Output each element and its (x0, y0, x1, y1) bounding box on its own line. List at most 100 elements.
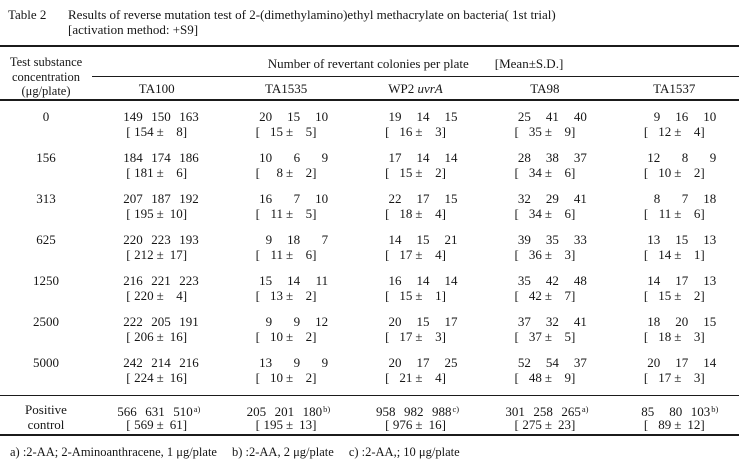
mean-value: 181 (134, 165, 154, 180)
mean-sd-line: [220 ±4] (92, 288, 221, 303)
table-row: 625 220 223 193[212 ±17] 9 18 7[11 ±6] 14 15 21[17 ±… (0, 224, 739, 265)
plate-counts: 20 17 25 (351, 355, 480, 370)
plate-count-value: 9 (293, 314, 301, 329)
table-row: 5000 242 214 216[224 ±16] 13 9 9[10 ±2] 20 17 25[21… (0, 347, 739, 388)
colony-count-cell: 242 214 216[224 ±16] (92, 355, 221, 388)
sd-value: 6 (305, 247, 313, 262)
mean-value: 10 (270, 329, 284, 344)
colony-count-cell: 9 16 10[12 ±4] (610, 109, 739, 142)
bracket-open: [ (255, 165, 261, 180)
bracket-close: ] (570, 124, 576, 139)
plate-count-value: 29 (545, 191, 559, 206)
bracket-close: ] (700, 124, 705, 139)
bracket-close: ] (570, 417, 576, 432)
plate-count-value: 9 (293, 355, 301, 370)
bracket-open: [ (255, 417, 261, 432)
bracket-open: [ (385, 247, 390, 262)
plate-count-value: 9 (709, 150, 717, 165)
dose-label: 313 (36, 191, 56, 206)
mean-sd-line: [18 ±3] (610, 329, 739, 344)
plus-minus: ± (544, 206, 552, 221)
bracket-close: ] (182, 370, 188, 385)
plate-counts: 242 214 216 (92, 355, 221, 370)
stub-header-line1: Test substance (9, 55, 83, 69)
bracket-open: [ (385, 329, 390, 344)
colony-count-cell: 149 150 163[154 ±8] (92, 109, 221, 142)
bracket-open: [ (385, 124, 390, 139)
mean-sd-line: [195 ±10] (92, 206, 221, 221)
plate-counts: 9 18 7 (221, 232, 350, 247)
bracket-open: [ (255, 247, 261, 262)
bracket-open: [ (643, 247, 649, 262)
bracket-close: ] (570, 247, 576, 262)
plate-count-value: 193 (179, 232, 199, 247)
sd-value: 4 (435, 370, 442, 385)
mean-sd-line: [10 ±2] (221, 329, 350, 344)
table-row: 2500 222 205 191[206 ±16] 9 9 12[10 ±2] 20 15 17[17… (0, 306, 739, 347)
bracket-open: [ (643, 288, 649, 303)
plate-count-value: 12 (315, 314, 329, 329)
plate-count-value: 14 (444, 150, 458, 165)
dose-label: 1250 (33, 273, 59, 288)
strain-header-row: TA100 TA1535 WP2 uvrA TA98 TA1537 (92, 77, 739, 99)
sd-value: 12 (687, 417, 701, 432)
plus-minus: ± (286, 165, 294, 180)
plate-counts: 16 7 10 (221, 191, 350, 206)
plate-count-value: 41 (573, 191, 587, 206)
colony-count-cell: 14 15 21[17 ±4] (351, 232, 480, 265)
bracket-open: [ (385, 288, 390, 303)
plate-count-value: 149 (123, 109, 143, 124)
colony-count-cell: 20 17 14[17 ±3] (610, 355, 739, 388)
footnote-marker: c) (452, 404, 460, 414)
stub-header-line3: (μg/plate) (21, 84, 71, 98)
dose-label: 0 (42, 109, 50, 124)
plus-minus: ± (156, 247, 164, 262)
sd-value: 2 (693, 165, 701, 180)
mean-value: 11 (270, 206, 284, 221)
plate-counts: 15 14 11 (221, 273, 350, 288)
dose-label: 625 (36, 232, 56, 247)
table-caption-line2: [activation method: +S9] (68, 22, 199, 37)
mean-sd-line: [42 ±7] (480, 288, 609, 303)
plate-counts: 52 54 37 (480, 355, 609, 370)
plate-counts: 205 201 180b) (221, 402, 350, 419)
bracket-open: [ (514, 329, 519, 344)
sd-value: 3 (435, 329, 442, 344)
colony-count-cell: 85 80 103b) [89 ±12] (610, 402, 739, 434)
plate-count-value: 19 (388, 109, 402, 124)
colony-count-cell: 222 205 191[206 ±16] (92, 314, 221, 347)
plate-count-value: 12 (647, 150, 661, 165)
plus-minus: ± (544, 417, 552, 432)
plate-count-value: 40 (573, 109, 587, 124)
bracket-open: [ (126, 288, 131, 303)
plate-count-value: 41 (545, 109, 559, 124)
mean-value: 16 (399, 124, 413, 139)
mean-sd-line: [15 ±2] (351, 165, 480, 180)
sd-value: 2 (693, 288, 701, 303)
plate-count-value: 11 (315, 273, 329, 288)
mean-value: 18 (399, 206, 413, 221)
sd-value: 1 (693, 247, 701, 262)
colony-count-cell: 13 9 9[10 ±2] (221, 355, 350, 388)
bracket-close: ] (570, 206, 576, 221)
sd-value: 5 (564, 329, 571, 344)
mean-sd-line: [14 ±1] (610, 247, 739, 262)
plate-count-value: 7 (293, 191, 301, 206)
mean-sd-line: [48 ±9] (480, 370, 609, 385)
bracket-close: ] (570, 288, 576, 303)
dose-cell: 625 (0, 232, 92, 265)
plate-count-value: 15 (703, 314, 717, 329)
plate-counts: 19 14 15 (351, 109, 480, 124)
bracket-open: [ (643, 329, 649, 344)
plate-count-value: 25 (517, 109, 531, 124)
plate-count-value: 223 (151, 232, 171, 247)
plus-minus: ± (544, 370, 552, 385)
colony-count-cell: 19 14 15[16 ±3] (351, 109, 480, 142)
bracket-open: [ (385, 165, 390, 180)
plate-count-value: 20 (647, 355, 661, 370)
bracket-close: ] (312, 124, 317, 139)
plate-count-value: 14 (416, 109, 430, 124)
mean-sd-line: [11 ±6] (221, 247, 350, 262)
plate-counts: 28 38 37 (480, 150, 609, 165)
plus-minus: ± (156, 417, 164, 432)
